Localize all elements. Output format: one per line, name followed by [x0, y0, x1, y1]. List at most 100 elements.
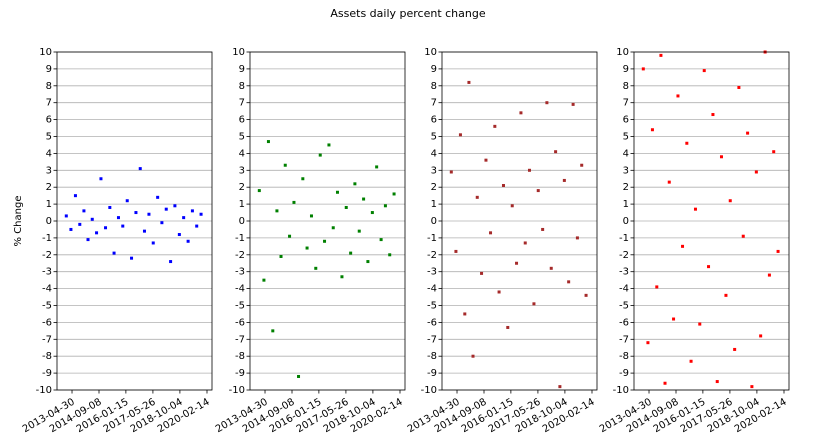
y-tick-label: 0	[239, 216, 245, 227]
y-tick-label: 1	[239, 199, 245, 210]
point	[754, 170, 758, 174]
point	[314, 266, 318, 270]
y-tick-label: 10	[616, 47, 629, 58]
figure-title: Assets daily percent change	[330, 7, 485, 20]
point	[689, 359, 693, 363]
point	[562, 178, 566, 182]
y-tick-label: 10	[424, 47, 437, 58]
point	[173, 204, 177, 208]
point	[493, 124, 497, 128]
y-tick-label: -1	[427, 233, 437, 244]
point	[340, 275, 344, 279]
point	[767, 273, 771, 277]
y-tick-label: -6	[427, 317, 437, 328]
point	[195, 224, 199, 228]
point	[69, 227, 73, 231]
y-tick-label: 10	[232, 47, 245, 58]
y-tick-label: -3	[427, 267, 437, 278]
y-tick-label: -7	[235, 334, 245, 345]
point	[510, 204, 514, 208]
point	[527, 168, 531, 172]
point	[772, 150, 776, 154]
point	[375, 165, 379, 169]
point	[536, 189, 540, 193]
point	[776, 249, 780, 253]
axes-frame	[249, 51, 406, 391]
point	[362, 197, 366, 201]
point	[279, 254, 283, 258]
point	[116, 216, 120, 220]
y-tick-label: 4	[239, 148, 245, 159]
y-tick-label: -2	[235, 250, 245, 261]
y-tick-label: 6	[46, 115, 52, 126]
y-tick-label: 8	[239, 81, 245, 92]
y-tick-label: 6	[623, 115, 629, 126]
y-tick-label: 6	[431, 115, 437, 126]
axes-frame	[56, 51, 213, 391]
point	[134, 211, 138, 215]
y-tick-label: -10	[613, 385, 629, 396]
point	[567, 280, 571, 284]
y-tick-label: -8	[235, 351, 245, 362]
y-tick-label: 5	[46, 132, 52, 143]
point	[104, 226, 108, 230]
point	[262, 278, 266, 282]
point	[646, 341, 650, 345]
y-tick-label: 0	[431, 216, 437, 227]
point	[169, 260, 173, 264]
point	[463, 312, 467, 316]
point	[271, 329, 275, 333]
point	[156, 195, 160, 199]
point	[392, 192, 396, 196]
point	[724, 293, 728, 297]
y-tick-label: -7	[427, 334, 437, 345]
y-axis-label: % Change	[13, 196, 24, 247]
point	[288, 234, 292, 238]
subplot: -10-9-8-7-6-5-4-3-2-10123456789102013-04…	[598, 47, 790, 435]
y-tick-label: 3	[46, 165, 52, 176]
point	[549, 266, 553, 270]
point	[515, 261, 519, 265]
point	[108, 205, 112, 209]
point	[715, 380, 719, 384]
y-tick-label: 9	[46, 64, 52, 75]
y-tick-label: -10	[36, 385, 52, 396]
point	[366, 260, 370, 264]
y-tick-label: -9	[235, 368, 245, 379]
point	[737, 85, 741, 89]
point	[707, 265, 711, 269]
point	[702, 69, 706, 73]
point	[99, 177, 103, 181]
point	[370, 211, 374, 215]
y-tick-label: -4	[619, 284, 629, 295]
y-tick-label: 5	[431, 132, 437, 143]
point	[659, 53, 663, 57]
point	[575, 236, 579, 240]
point	[733, 347, 737, 351]
point	[467, 80, 471, 84]
point	[283, 163, 287, 167]
point	[698, 322, 702, 326]
point	[112, 251, 116, 255]
point	[379, 238, 383, 242]
point	[121, 224, 125, 228]
y-tick-label: -9	[427, 368, 437, 379]
y-tick-label: -5	[619, 301, 629, 312]
point	[257, 189, 261, 193]
y-tick-label: 0	[623, 216, 629, 227]
point	[82, 209, 86, 213]
subplot: -10-9-8-7-6-5-4-3-2-10123456789102013-04…	[214, 47, 406, 435]
y-tick-label: 9	[623, 64, 629, 75]
y-tick-label: 3	[431, 165, 437, 176]
point	[190, 209, 194, 213]
point	[681, 244, 685, 248]
y-tick-label: 7	[46, 98, 52, 109]
y-tick-label: 3	[623, 165, 629, 176]
y-tick-label: -6	[235, 317, 245, 328]
point	[383, 204, 387, 208]
point	[353, 182, 357, 186]
y-tick-label: -3	[235, 267, 245, 278]
point	[318, 153, 322, 157]
y-tick-label: -2	[427, 250, 437, 261]
y-tick-label: -8	[42, 351, 52, 362]
